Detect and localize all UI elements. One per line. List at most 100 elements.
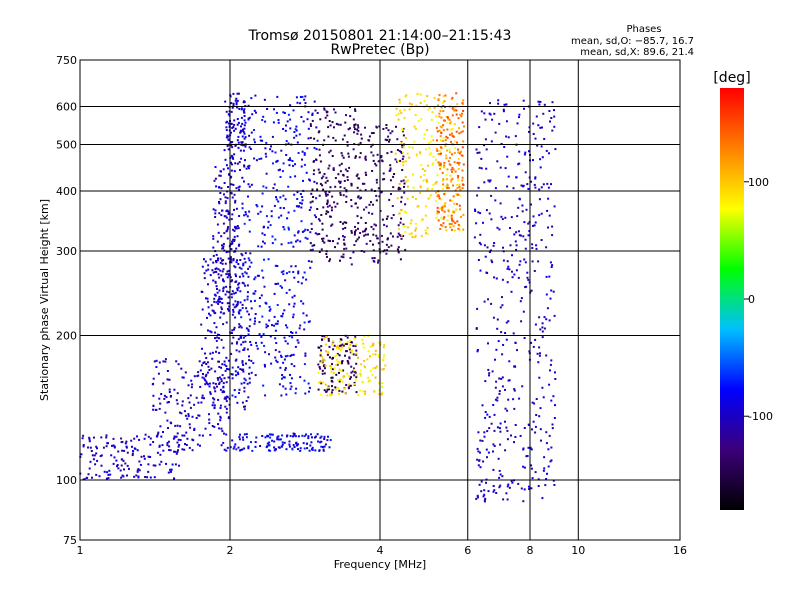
data-point	[355, 391, 358, 394]
data-point	[498, 122, 501, 125]
data-point	[548, 214, 551, 217]
data-point	[485, 148, 488, 151]
data-point	[342, 235, 344, 238]
data-point	[289, 118, 292, 121]
data-point	[292, 316, 295, 319]
data-point	[354, 345, 357, 348]
data-point	[396, 235, 399, 238]
data-point	[247, 167, 250, 170]
data-point	[446, 136, 449, 139]
data-point	[428, 106, 431, 109]
data-point	[532, 420, 535, 423]
data-point	[406, 185, 409, 188]
data-point	[320, 345, 323, 348]
data-point	[234, 162, 237, 165]
data-point	[227, 167, 229, 170]
data-point	[450, 214, 453, 217]
data-point	[360, 133, 363, 136]
data-point	[321, 335, 324, 338]
data-point	[458, 152, 461, 155]
data-point	[357, 356, 359, 359]
data-point	[236, 371, 239, 374]
data-point	[225, 216, 228, 219]
data-point	[527, 187, 530, 190]
data-point	[292, 313, 295, 316]
data-point	[439, 162, 442, 165]
data-point	[219, 407, 222, 409]
data-point	[283, 309, 286, 312]
data-point	[410, 103, 413, 106]
data-point	[484, 118, 487, 121]
data-point	[276, 265, 279, 267]
data-point	[457, 176, 459, 179]
data-point	[440, 146, 443, 149]
data-point	[279, 366, 282, 369]
data-point	[243, 214, 246, 217]
data-point	[212, 401, 215, 404]
y-tick-label: 750	[56, 54, 77, 67]
data-point	[339, 186, 342, 189]
data-point	[409, 222, 412, 225]
data-point	[456, 220, 459, 223]
data-point	[375, 178, 378, 181]
data-point	[255, 111, 257, 114]
data-point	[117, 450, 120, 453]
data-point	[318, 148, 321, 151]
data-point	[420, 164, 423, 167]
data-point	[155, 359, 158, 362]
data-point	[310, 228, 313, 230]
data-point	[548, 383, 551, 386]
data-point	[540, 439, 542, 442]
data-point	[253, 141, 256, 144]
data-point	[341, 138, 344, 141]
data-point	[354, 123, 357, 126]
data-point	[522, 447, 525, 450]
data-point	[222, 242, 225, 245]
data-point	[357, 394, 360, 397]
data-point	[317, 388, 320, 391]
data-point	[454, 170, 457, 173]
data-point	[461, 187, 464, 190]
data-point	[488, 415, 491, 418]
data-point	[322, 381, 325, 384]
data-point	[176, 424, 179, 427]
data-point	[231, 127, 234, 129]
data-point	[326, 394, 329, 397]
data-point	[380, 234, 383, 237]
data-point	[274, 329, 277, 332]
data-point	[231, 156, 234, 159]
data-point	[227, 122, 230, 125]
data-point	[226, 229, 229, 232]
data-point	[288, 303, 291, 306]
data-point	[243, 108, 246, 111]
data-point	[415, 227, 418, 230]
data-point	[218, 381, 221, 384]
data-point	[176, 432, 179, 435]
data-point	[346, 360, 349, 362]
data-point	[554, 378, 557, 380]
data-point	[217, 412, 220, 415]
data-point	[355, 353, 358, 356]
data-point	[248, 372, 251, 375]
data-point	[155, 435, 158, 438]
data-point	[321, 222, 324, 225]
data-point	[458, 183, 461, 186]
data-point	[204, 427, 207, 430]
data-point	[231, 163, 233, 166]
stats-title: Phases	[626, 24, 661, 35]
data-point	[397, 112, 400, 115]
data-point	[158, 463, 161, 466]
data-point	[238, 266, 241, 269]
data-point	[243, 222, 246, 225]
data-point	[434, 182, 437, 185]
data-point	[364, 126, 366, 129]
data-point	[480, 490, 483, 493]
data-point	[388, 169, 391, 172]
data-point	[254, 320, 256, 323]
data-point	[225, 110, 228, 113]
data-point	[259, 445, 262, 447]
data-point	[234, 99, 237, 102]
data-point	[228, 173, 230, 176]
data-point	[218, 298, 221, 300]
data-point	[242, 144, 245, 147]
